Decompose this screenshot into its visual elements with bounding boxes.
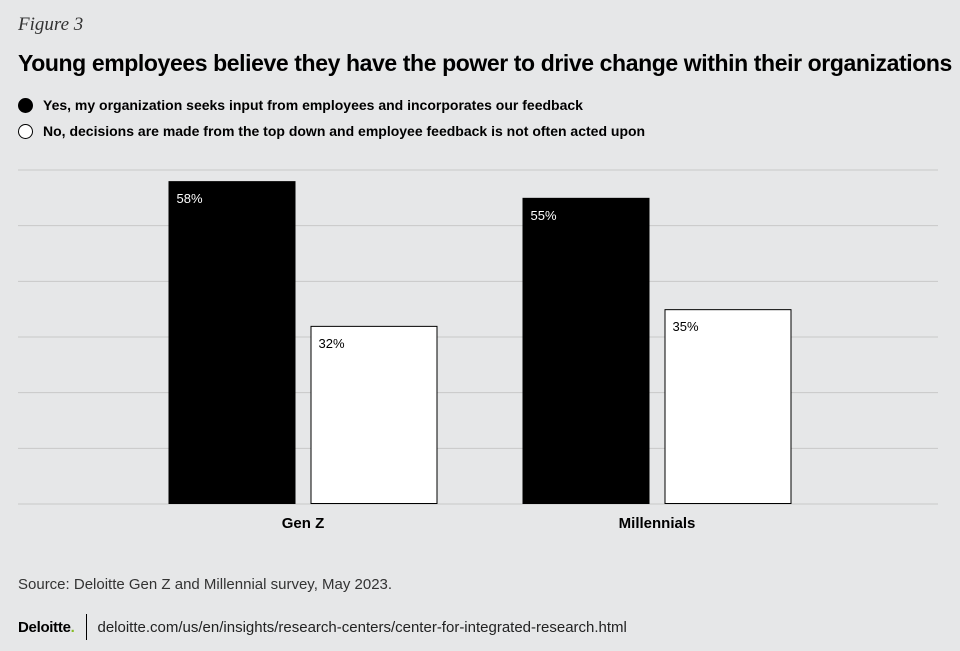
legend-swatch-no: [18, 123, 33, 139]
legend-item-no: No, decisions are made from the top down…: [18, 118, 645, 144]
bar-chart: 58% 32% Gen Z 55% 35% Millennials: [18, 169, 938, 532]
data-label: 32%: [319, 336, 345, 351]
figure-label: Figure 3: [18, 14, 84, 35]
data-label: 35%: [673, 319, 699, 334]
bar-yes-millennials: [522, 197, 650, 504]
chart-title: Young employees believe they have the po…: [18, 50, 952, 76]
bar-no-millennials: [664, 309, 792, 504]
legend-item-yes: Yes, my organization seeks input from em…: [18, 92, 645, 118]
legend: Yes, my organization seeks input from em…: [18, 92, 645, 144]
bar-yes-gen-z: [168, 181, 296, 504]
footer-url[interactable]: deloitte.com/us/en/insights/research-cen…: [97, 618, 627, 636]
category-label: Gen Z: [282, 515, 325, 532]
legend-swatch-yes: [18, 97, 33, 113]
legend-label-no: No, decisions are made from the top down…: [43, 123, 646, 139]
category-label: Millennials: [619, 515, 696, 532]
footer: Deloitte. deloitte.com/us/en/insights/re…: [18, 614, 627, 640]
brand-name: Deloitte: [18, 618, 71, 636]
source-note: Source: Deloitte Gen Z and Millennial su…: [18, 576, 393, 593]
footer-divider: [86, 614, 88, 640]
deloitte-logo: Deloitte.: [18, 618, 75, 636]
data-label: 58%: [177, 191, 203, 206]
data-label: 55%: [531, 208, 557, 223]
brand-dot: .: [70, 618, 75, 636]
legend-label-yes: Yes, my organization seeks input from em…: [43, 97, 583, 113]
bar-no-gen-z: [310, 325, 438, 504]
